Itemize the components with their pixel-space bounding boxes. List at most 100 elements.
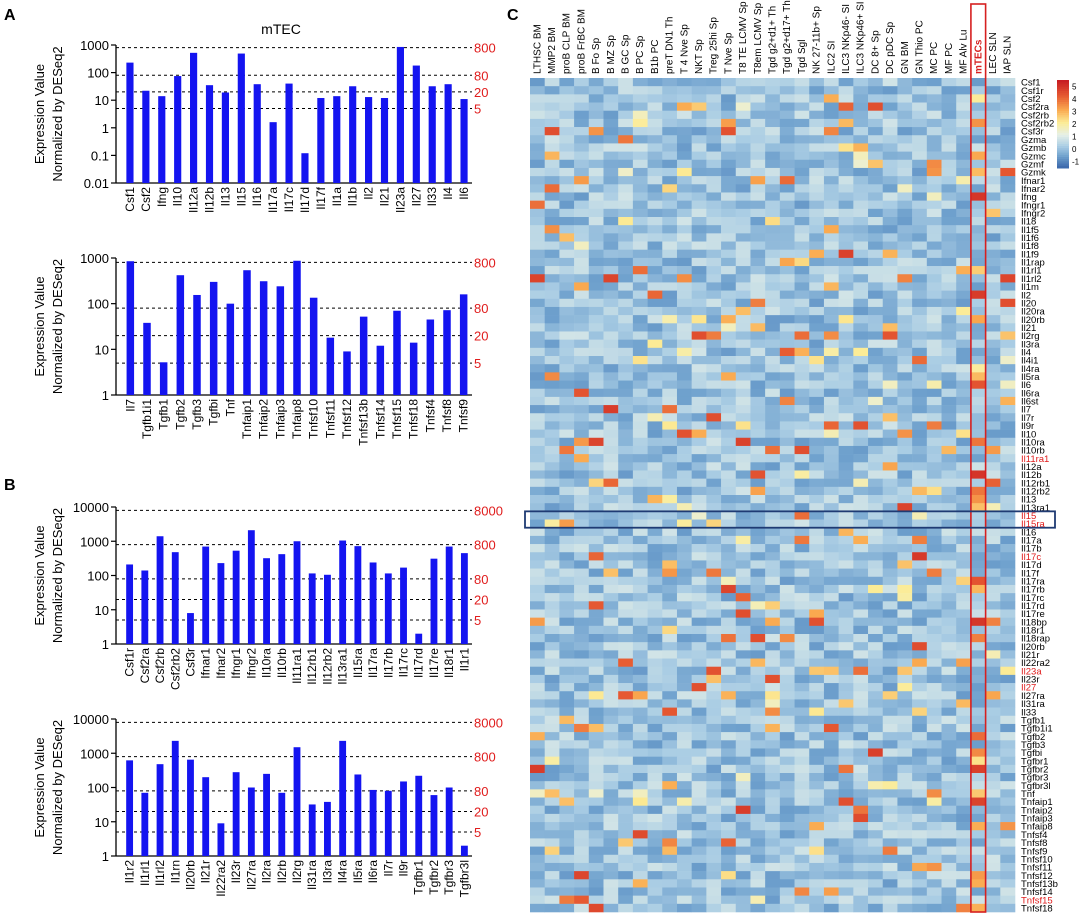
threshold-label: 80	[474, 301, 488, 316]
heatmap-cell	[691, 118, 707, 128]
heatmap-cell	[544, 396, 560, 406]
heatmap-cell	[735, 102, 751, 112]
heatmap-cell	[721, 699, 737, 708]
heatmap-cell	[721, 773, 737, 782]
heatmap-cell	[956, 903, 972, 913]
heatmap-cell	[559, 331, 575, 340]
heatmap-cell	[676, 266, 692, 275]
heatmap-cell	[823, 503, 839, 512]
heatmap-cell	[632, 356, 648, 365]
heatmap-cell	[676, 159, 692, 169]
row-label: Il1f8	[1021, 241, 1039, 252]
heatmap-cell	[706, 413, 722, 422]
heatmap-cell	[956, 306, 972, 316]
heatmap-cell	[647, 429, 663, 439]
row-label: Il1f9	[1021, 249, 1039, 260]
y-tick-label: 0.01	[84, 176, 109, 191]
bar-Il13	[221, 92, 229, 183]
heatmap-cell	[941, 642, 957, 651]
colorbar-segment	[1057, 139, 1069, 143]
heatmap-cell	[853, 478, 869, 488]
heatmap-cell	[647, 135, 663, 144]
heatmap-cell	[985, 233, 1001, 242]
heatmap-cell	[809, 94, 825, 103]
x-tick-label: Il1r2	[123, 860, 137, 884]
heatmap-cell	[882, 625, 898, 635]
heatmap-cell	[970, 274, 986, 283]
heatmap-cell	[970, 871, 986, 880]
heatmap-cell	[970, 879, 986, 888]
heatmap-cell	[647, 184, 663, 193]
heatmap-cell	[618, 593, 634, 602]
row-label: Csf2rb	[1021, 110, 1049, 121]
bar-Il16	[253, 84, 261, 183]
heatmap-cell	[956, 429, 972, 439]
heatmap-cell	[559, 854, 575, 864]
heatmap-cell	[985, 290, 1001, 300]
heatmap-cell	[882, 723, 898, 733]
bar-Il1rl1	[141, 792, 149, 856]
row-label: Il1rl2	[1021, 274, 1042, 285]
heatmap-cell	[779, 707, 795, 717]
heatmap-cell	[853, 879, 869, 888]
heatmap-cell	[970, 306, 986, 316]
heatmap-cell	[794, 813, 810, 823]
bar-Tgfbi	[209, 281, 218, 395]
heatmap-cell	[559, 862, 575, 872]
heatmap-cell	[882, 674, 898, 684]
x-tick-label: Il2rg	[290, 860, 304, 883]
heatmap-cell	[853, 691, 869, 700]
heatmap-cell	[530, 601, 545, 610]
heatmap-cell	[882, 862, 898, 872]
heatmap-cell	[647, 208, 663, 218]
heatmap-cell	[956, 266, 972, 275]
heatmap-cell	[912, 683, 928, 692]
heatmap-cell	[956, 658, 972, 668]
heatmap-cell	[574, 102, 590, 112]
row-label: Il21r	[1021, 650, 1039, 661]
y-tick-label: 1	[102, 637, 109, 652]
x-tick-label: Il21	[378, 187, 392, 207]
heatmap-cell	[706, 503, 722, 512]
heatmap-cell	[794, 339, 810, 349]
heatmap-cell	[809, 347, 825, 357]
heatmap-cell	[603, 674, 619, 684]
heatmap-cell	[956, 86, 972, 95]
heatmap-cell	[721, 715, 737, 725]
heatmap-cell	[735, 233, 751, 242]
heatmap-cell	[588, 552, 604, 561]
heatmap-cell	[779, 118, 795, 128]
bar-Il27ra	[247, 787, 255, 856]
heatmap-cell	[691, 576, 707, 586]
heatmap-cell	[603, 118, 619, 128]
heatmap-cell	[809, 192, 825, 201]
heatmap-cell	[765, 544, 781, 553]
heatmap-cell	[897, 560, 913, 569]
heatmap-cell	[530, 642, 545, 651]
heatmap-cell	[838, 830, 854, 839]
heatmap-cell	[882, 748, 898, 757]
heatmap-cell	[647, 764, 663, 774]
heatmap-cell	[838, 862, 854, 872]
heatmap-cell	[823, 290, 839, 300]
heatmap-cell	[721, 241, 737, 251]
heatmap-cell	[956, 634, 972, 643]
heatmap-cell	[882, 715, 898, 725]
heatmap-cell	[618, 740, 634, 749]
threshold-label: 800	[474, 41, 496, 56]
heatmap-cell	[868, 94, 884, 103]
row-label: Tnfsf11	[1021, 863, 1052, 874]
heatmap-cell	[544, 290, 560, 300]
heatmap-cell	[779, 838, 795, 847]
heatmap-cell	[632, 486, 648, 496]
heatmap-cell	[838, 887, 854, 896]
heatmap-cell	[574, 192, 590, 201]
y-tick-label: 10000	[73, 500, 109, 515]
y-tick-label: 10	[95, 815, 109, 830]
heatmap-cell	[574, 380, 590, 390]
heatmap-cell	[1000, 290, 1016, 300]
heatmap-cell	[838, 217, 854, 226]
heatmap-cell	[970, 674, 986, 684]
bar-Il9r	[400, 781, 407, 856]
y-tick-label: 10	[95, 603, 109, 618]
